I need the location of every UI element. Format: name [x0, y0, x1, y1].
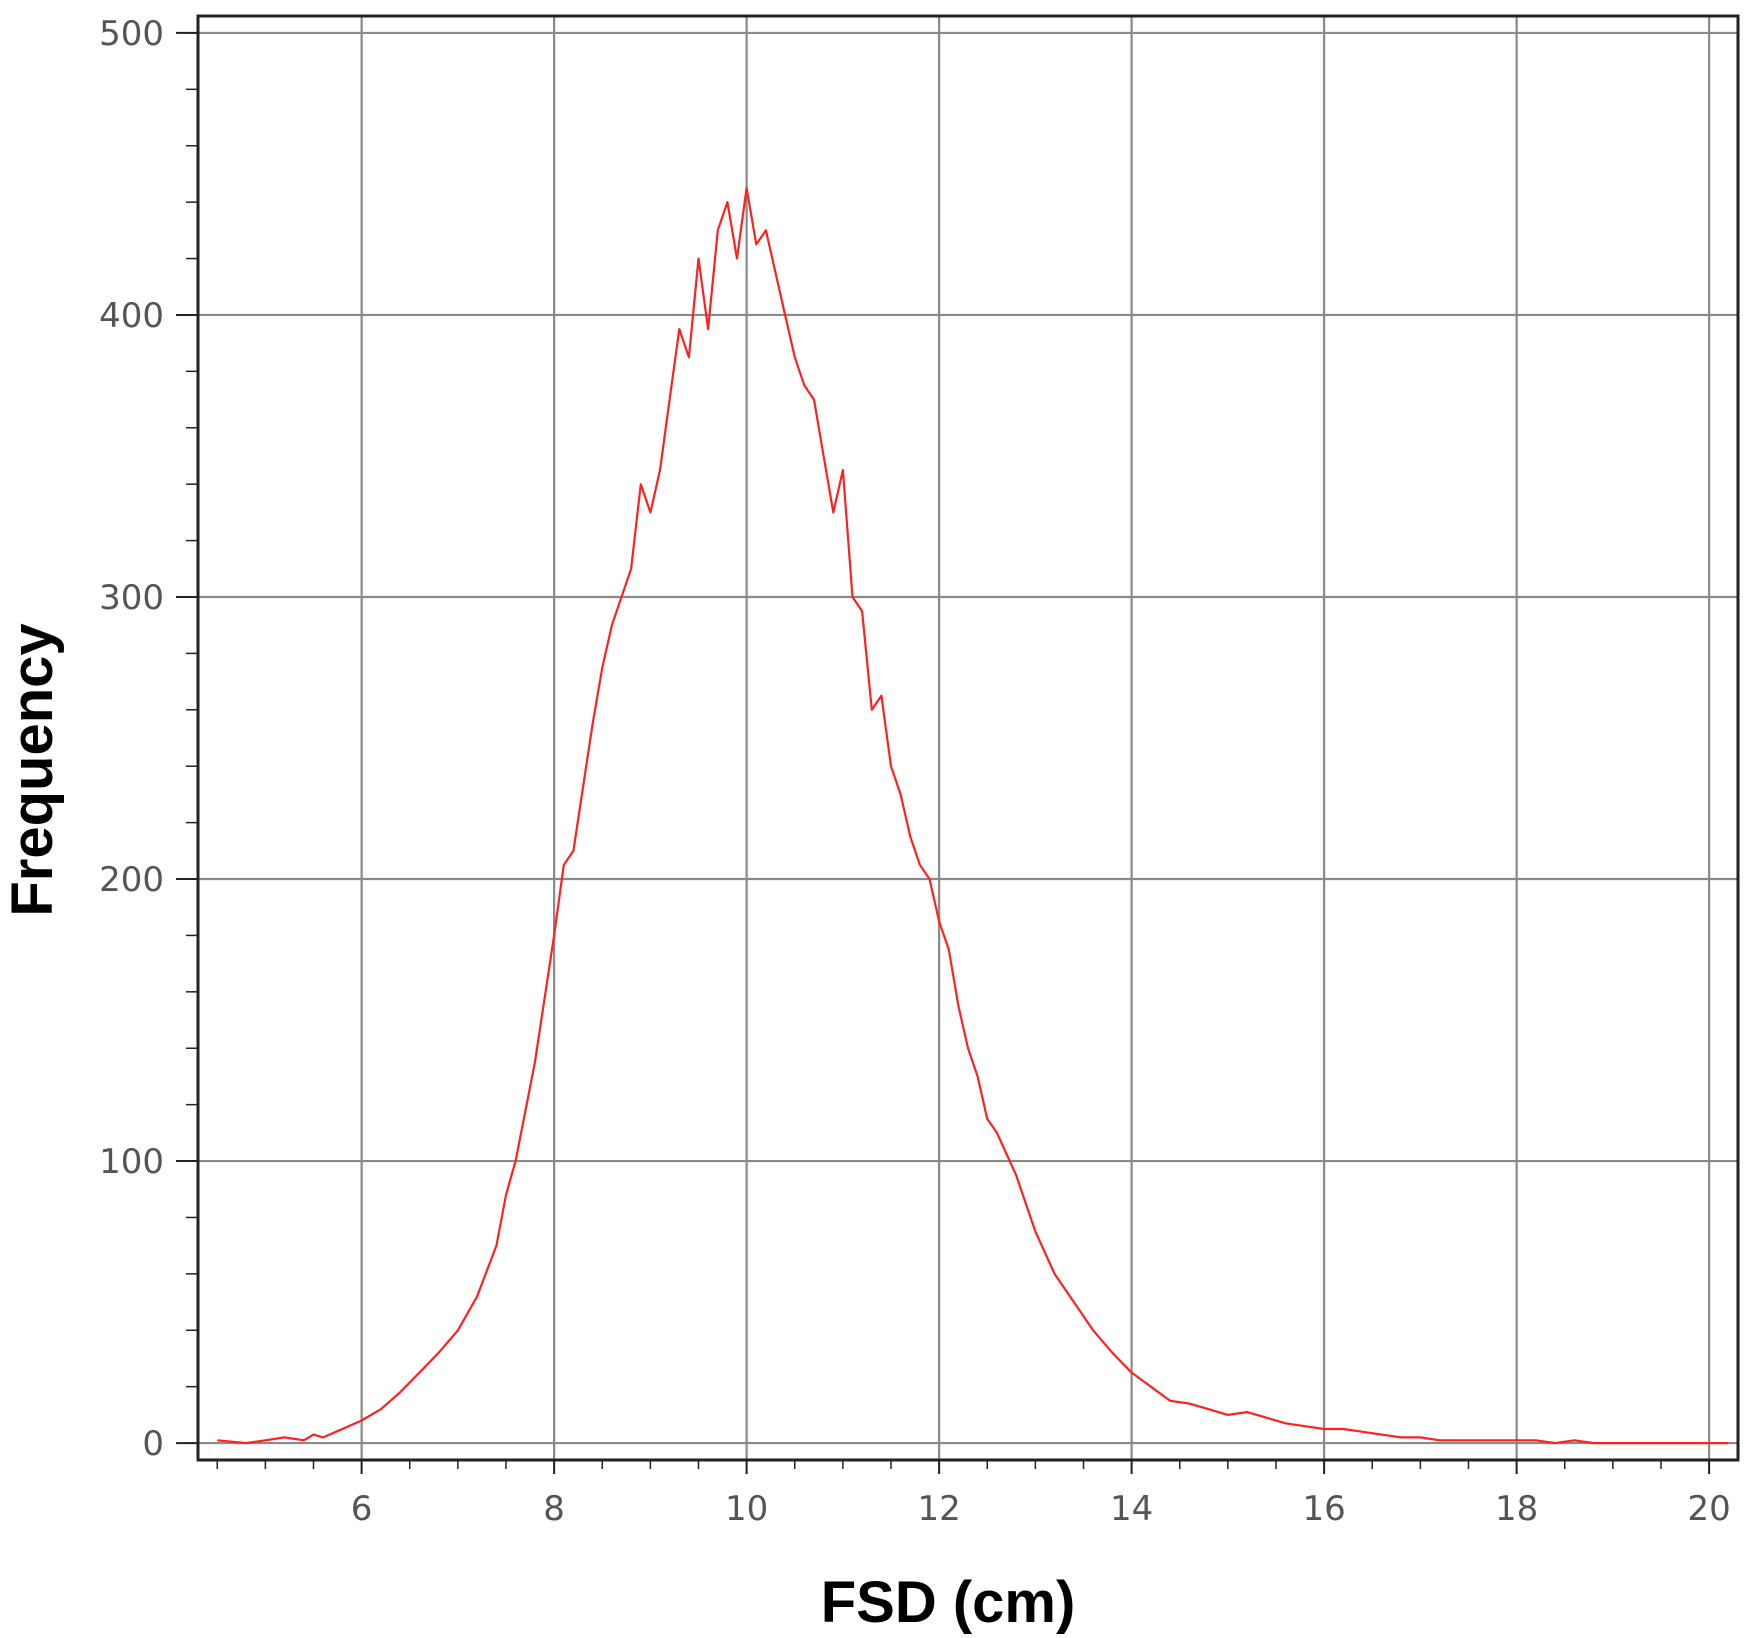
plot-area-frame: [196, 14, 1740, 1462]
x-tick-label: 20: [1687, 1489, 1730, 1529]
grid-lines: [198, 16, 1738, 1460]
x-tick-label: 14: [1110, 1489, 1153, 1529]
x-tick-label: 18: [1495, 1489, 1538, 1529]
y-tick-label: 200: [99, 860, 164, 900]
axis-ticks: [176, 31, 1711, 1474]
x-tick-label: 10: [725, 1489, 768, 1529]
y-axis-title: Frequency: [0, 623, 65, 916]
x-tick-label: 6: [351, 1489, 373, 1529]
y-tick-label: 100: [99, 1142, 164, 1182]
y-tick-label: 0: [142, 1424, 164, 1464]
y-tick-label: 500: [99, 14, 164, 54]
frequency-series-line: [217, 186, 1729, 1445]
x-tick-label: 16: [1302, 1489, 1345, 1529]
x-axis-title: FSD (cm): [821, 1570, 1076, 1635]
x-tick-label: 12: [917, 1489, 960, 1529]
y-axis-tick-labels: 0 100 200 300 400 500: [99, 14, 164, 1464]
y-tick-label: 400: [99, 296, 164, 336]
x-tick-label: 8: [543, 1489, 565, 1529]
y-tick-label: 300: [99, 578, 164, 618]
x-axis-tick-labels: 6 8 10 12 14 16 18 20: [351, 1489, 1731, 1529]
